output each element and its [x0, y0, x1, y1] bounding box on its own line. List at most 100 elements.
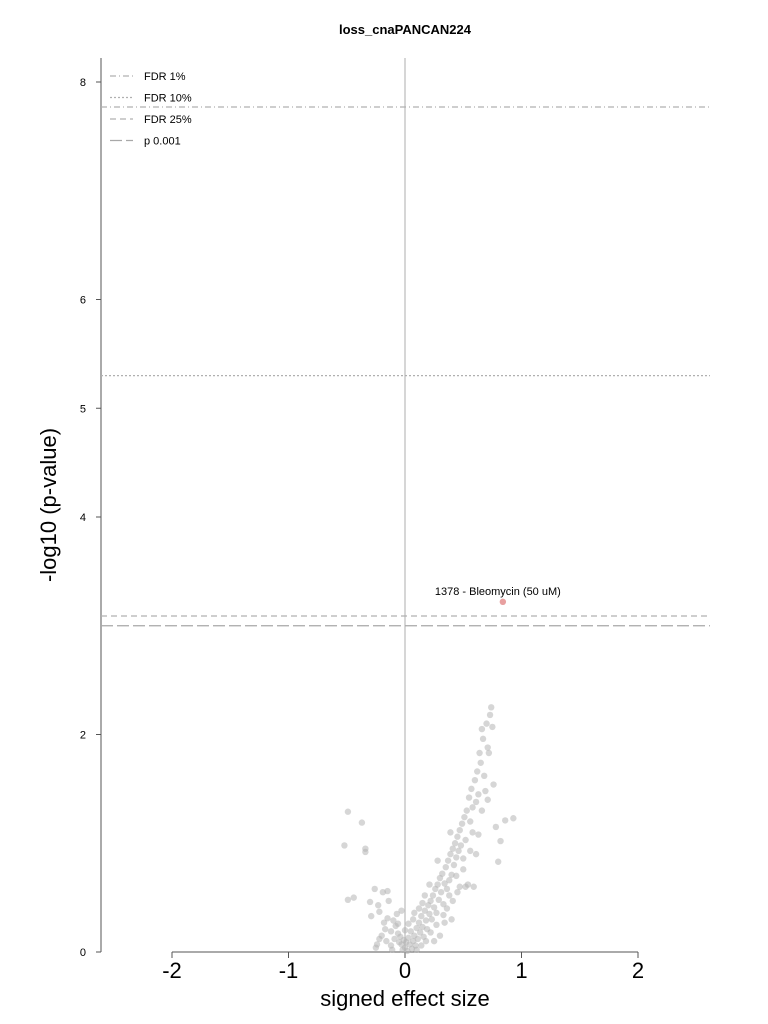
- x-tick-label: -1: [279, 958, 299, 983]
- x-tick-label: 1: [515, 958, 527, 983]
- data-point: [478, 807, 486, 814]
- x-tick-label: 0: [399, 958, 411, 983]
- data-point: [448, 916, 455, 923]
- data-point: [469, 804, 476, 811]
- data-point: [451, 840, 459, 847]
- data-point: [470, 883, 477, 890]
- data-point: [443, 885, 451, 893]
- data-point: [471, 776, 479, 784]
- data-point: [426, 881, 433, 888]
- data-point: [483, 720, 490, 727]
- data-point: [419, 899, 426, 907]
- data-point: [401, 927, 409, 934]
- data-point: [383, 937, 390, 945]
- data-point: [413, 946, 420, 954]
- data-point: [436, 932, 444, 939]
- data-point: [385, 897, 392, 905]
- data-point: [486, 711, 494, 719]
- data-point: [430, 904, 438, 911]
- data-point: [443, 905, 451, 912]
- data-point: [489, 723, 496, 731]
- data-point: [446, 892, 453, 899]
- data-point: [341, 842, 348, 849]
- data-point: [366, 898, 374, 906]
- data-point: [398, 907, 405, 914]
- data-point: [481, 772, 488, 780]
- data-point: [427, 929, 434, 936]
- data-point: [358, 819, 366, 826]
- data-point: [446, 877, 453, 884]
- legend-label: FDR 1%: [144, 71, 186, 83]
- data-point: [413, 924, 420, 932]
- legend-label: p 0.001: [144, 136, 181, 148]
- data-point: [458, 820, 466, 827]
- data-point: [454, 888, 461, 896]
- data-point: [454, 833, 461, 840]
- data-point: [344, 896, 352, 903]
- data-point: [388, 946, 396, 954]
- data-point: [476, 749, 483, 757]
- data-point: [444, 857, 452, 864]
- y-tick-label: 0: [80, 947, 86, 959]
- data-point: [362, 848, 369, 856]
- data-point: [456, 827, 463, 834]
- data-point: [492, 823, 500, 831]
- data-point: [453, 872, 460, 880]
- data-point: [482, 787, 489, 795]
- data-point: [429, 892, 437, 899]
- x-tick-label: 2: [632, 958, 644, 983]
- data-point: [394, 920, 402, 927]
- data-point: [376, 908, 383, 915]
- data-point: [475, 791, 482, 798]
- data-point: [430, 937, 438, 945]
- data-point: [461, 813, 468, 821]
- data-point: [421, 892, 429, 899]
- data-point: [435, 896, 442, 903]
- data-point: [426, 910, 433, 918]
- data-point: [371, 885, 378, 893]
- data-point: [416, 929, 424, 936]
- data-point: [497, 837, 504, 845]
- data-point: [344, 808, 352, 815]
- y-tick-label: 6: [80, 295, 86, 307]
- data-point: [460, 855, 467, 862]
- data-point: [368, 912, 375, 920]
- data-point: [381, 925, 389, 933]
- highlight-point-group: 1378 - Bleomycin (50 uM): [435, 586, 561, 606]
- data-point: [384, 915, 391, 922]
- highlight-point: [499, 598, 507, 606]
- data-point: [442, 863, 449, 871]
- data-point: [372, 944, 380, 951]
- data-point: [391, 935, 398, 943]
- legend-label: FDR 10%: [144, 93, 192, 105]
- y-ticks: 0 2 4 5 6 8: [80, 77, 101, 959]
- data-point: [474, 768, 481, 775]
- data-point: [462, 836, 469, 844]
- data-point: [415, 905, 423, 912]
- data-point: [488, 704, 495, 711]
- data-point: [380, 919, 388, 926]
- data-point: [447, 850, 454, 858]
- data-point: [411, 909, 418, 917]
- data-point: [390, 917, 397, 924]
- highlight-label: 1378 - Bleomycin (50 uM): [435, 586, 561, 598]
- data-point: [387, 928, 395, 935]
- data-point: [433, 909, 440, 917]
- data-point: [463, 807, 470, 814]
- data-point: [434, 857, 441, 864]
- data-point: [460, 866, 467, 873]
- data-point: [484, 744, 491, 751]
- data-point: [433, 921, 440, 929]
- data-point: [393, 910, 401, 918]
- data-point: [441, 880, 448, 887]
- data-point: [469, 829, 476, 836]
- x-ticks: -2 -1 0 1 2: [162, 952, 644, 983]
- data-point: [375, 902, 382, 909]
- data-point: [510, 815, 517, 822]
- data-point: [422, 937, 430, 945]
- data-point: [457, 842, 465, 849]
- legend: FDR 1% FDR 10% FDR 25% p 0.001: [110, 71, 192, 148]
- threshold-lines: [101, 106, 710, 627]
- data-point: [409, 916, 417, 923]
- data-point: [465, 794, 473, 801]
